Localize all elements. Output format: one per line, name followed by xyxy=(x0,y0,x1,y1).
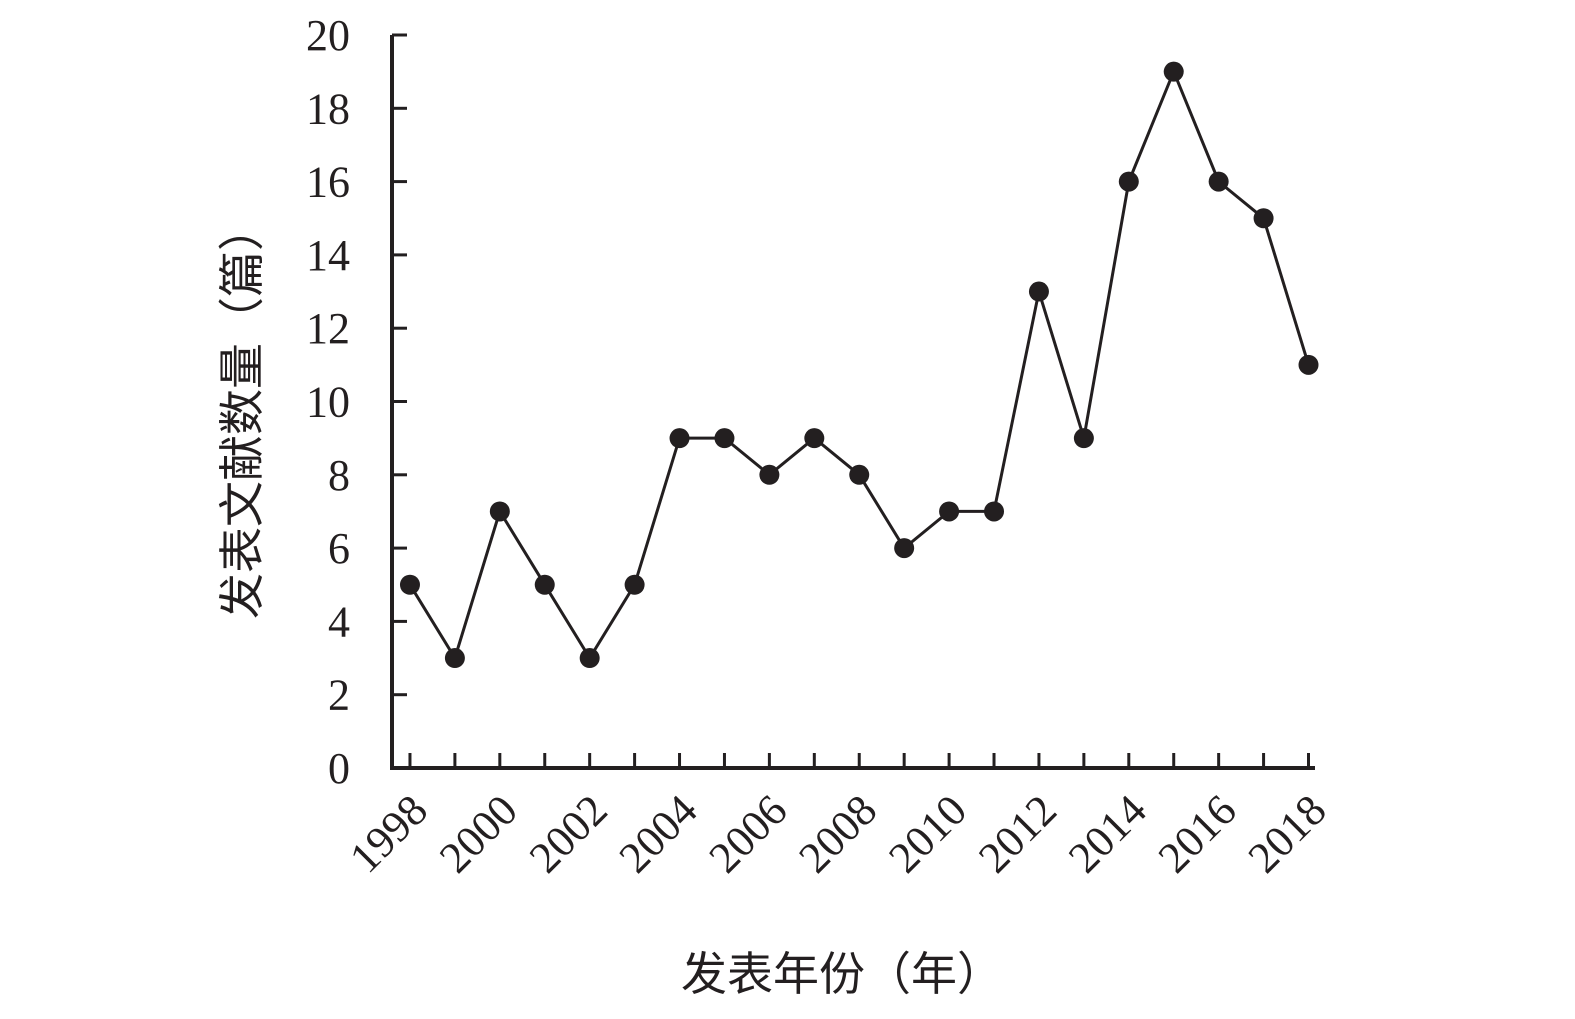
y-tick-label: 20 xyxy=(306,11,350,60)
data-point xyxy=(804,428,825,449)
series-line xyxy=(408,67,1310,662)
data-point xyxy=(444,648,465,669)
y-axis-ticks: 0 2 4 6 8 10 12 14 16 18 20 xyxy=(306,11,407,793)
data-point xyxy=(939,501,960,522)
data-point xyxy=(984,501,1005,522)
data-point xyxy=(399,574,420,595)
data-point xyxy=(1028,281,1049,302)
data-point xyxy=(1208,171,1229,192)
data-point xyxy=(534,574,555,595)
x-tick-label: 2008 xyxy=(789,785,886,882)
data-point xyxy=(849,464,870,485)
data-point xyxy=(1118,171,1139,192)
x-tick-label: 2002 xyxy=(520,785,617,882)
y-tick-label: 12 xyxy=(306,304,350,353)
data-point xyxy=(1298,354,1319,375)
data-point xyxy=(579,648,600,669)
x-tick-label: 1998 xyxy=(340,785,437,882)
y-tick-label: 18 xyxy=(306,84,350,133)
x-tick-label: 2004 xyxy=(610,785,707,882)
data-point xyxy=(759,464,780,485)
data-point xyxy=(894,538,915,559)
y-tick-label: 10 xyxy=(306,378,350,427)
x-axis-title: 发表年份（年） xyxy=(681,949,1003,1000)
y-tick-label: 0 xyxy=(328,744,350,793)
y-tick-label: 14 xyxy=(306,231,350,280)
x-tick-label: 2006 xyxy=(700,785,797,882)
data-point xyxy=(1163,61,1184,82)
x-tick-label: 2012 xyxy=(969,785,1066,882)
x-tick-label: 2014 xyxy=(1059,785,1156,882)
y-tick-label: 8 xyxy=(328,451,350,500)
x-tick-label: 2018 xyxy=(1239,785,1336,882)
y-tick-label: 2 xyxy=(328,671,350,720)
data-point xyxy=(669,428,690,449)
y-tick-label: 4 xyxy=(328,597,350,646)
data-point xyxy=(714,428,735,449)
data-point xyxy=(489,501,510,522)
data-point xyxy=(1073,428,1094,449)
y-tick-label: 16 xyxy=(306,158,350,207)
series-layer xyxy=(399,61,1319,669)
x-tick-label: 2010 xyxy=(879,785,976,882)
y-axis-title: 发表文献数量（篇） xyxy=(217,205,268,619)
x-axis-ticks: 1998200020022004200620082010201220142016… xyxy=(340,753,1336,882)
data-point xyxy=(1253,208,1274,229)
y-tick-label: 6 xyxy=(328,524,350,573)
x-tick-label: 2016 xyxy=(1149,785,1246,882)
x-tick-label: 2000 xyxy=(430,785,527,882)
data-point xyxy=(624,574,645,595)
